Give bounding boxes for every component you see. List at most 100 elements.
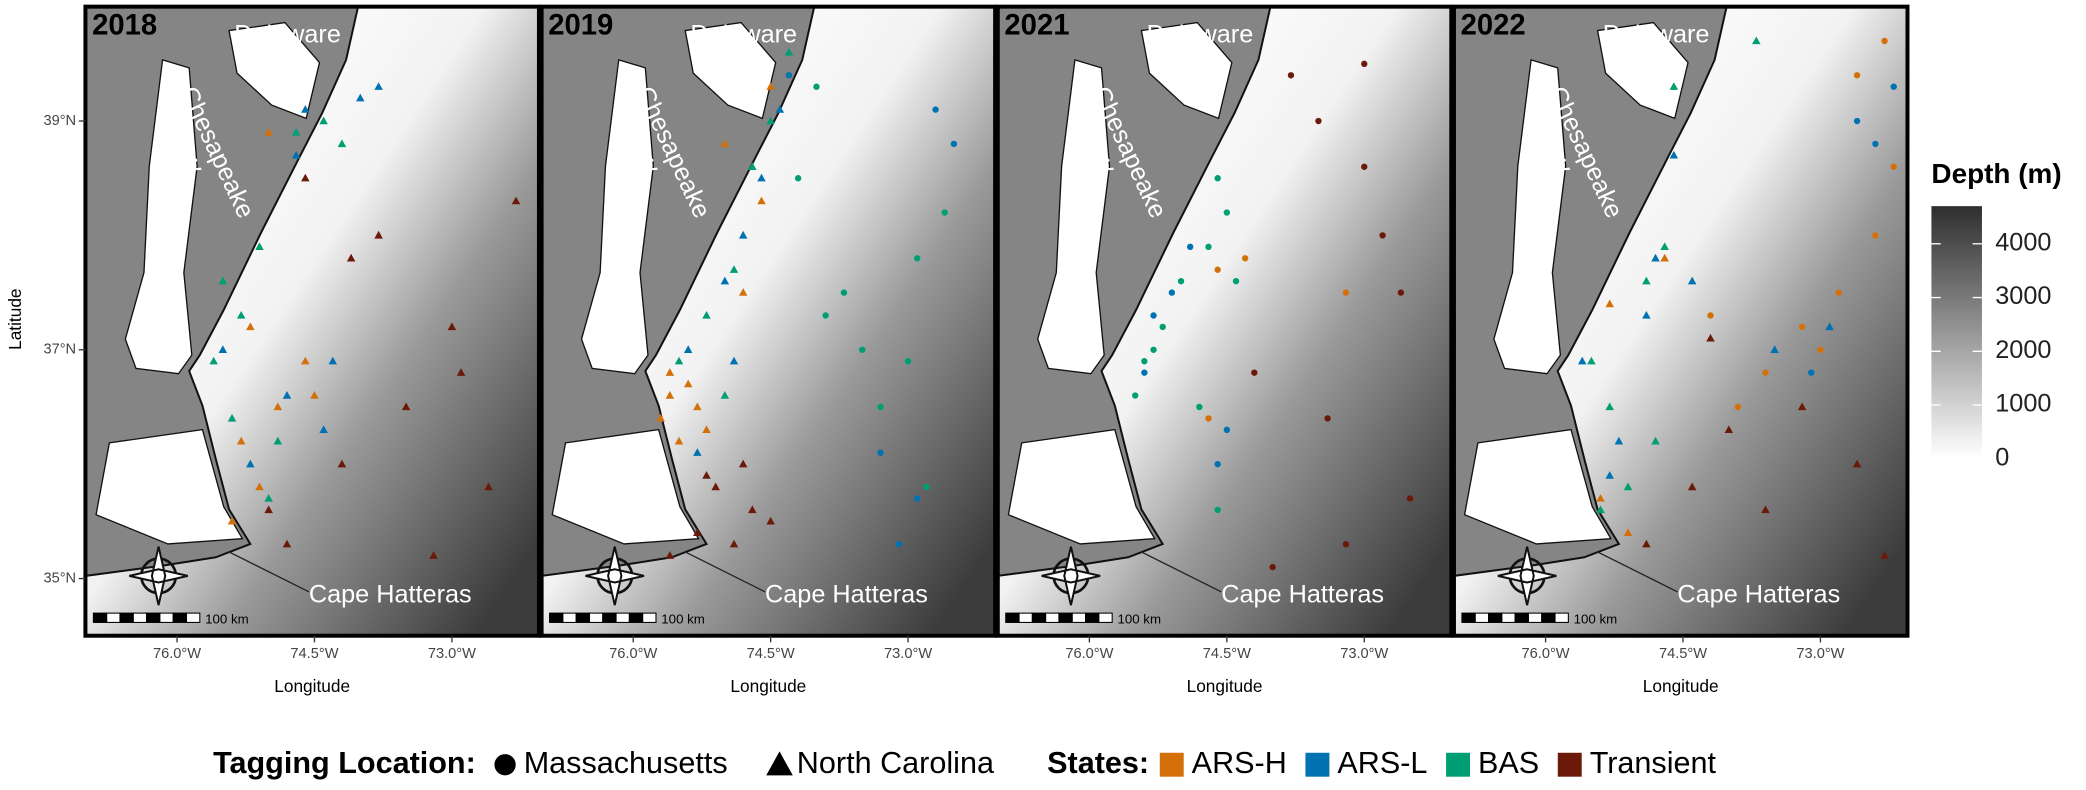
point [1687,276,1697,285]
point [1223,209,1231,216]
point [291,127,301,136]
point [1881,37,1888,45]
point [374,82,383,90]
scale-bar [1058,612,1073,623]
sound-water [95,428,244,545]
panel-border [83,4,541,638]
point [683,379,693,388]
point [859,346,866,353]
point [218,345,228,353]
point [1132,392,1139,399]
point [1186,243,1194,251]
point [1342,541,1350,548]
cape-label: Cape Hatteras [1677,580,1840,608]
legend-text: North Carolina [797,746,994,780]
delaware-water [684,21,777,120]
point [1406,495,1414,502]
point [1379,232,1386,239]
point [264,505,273,514]
point [877,449,884,456]
chesapeake-water [1036,58,1111,375]
point [729,539,739,548]
point [1890,83,1897,90]
point [337,139,347,148]
point [1835,289,1842,296]
point [484,482,493,491]
scale-bar [1085,612,1100,623]
point [301,356,310,365]
panel-title: 2018 [92,9,157,41]
delaware-water [1596,21,1689,120]
point [1660,253,1669,262]
point [1223,426,1231,434]
point [904,358,912,365]
point [282,391,292,399]
point [738,288,748,296]
point [328,356,338,365]
bay-label: Delaware [1147,21,1254,49]
bay-label: Bay [1178,54,1222,82]
point [255,242,264,251]
scale-bar [615,612,630,623]
point [693,528,702,536]
x-tick-label: 74.5°W [747,646,795,662]
scale-bar [1018,612,1033,623]
compass [585,546,645,606]
point [273,402,283,411]
legend-swatch [1159,752,1184,777]
point [1642,310,1651,319]
legend-marker [766,751,793,776]
legend-text: BAS [1478,746,1539,780]
point [1687,482,1697,491]
point [766,116,775,125]
point [1762,369,1769,376]
point [766,516,775,525]
point [1872,232,1879,239]
point [729,356,739,365]
panel-border [995,4,1454,638]
point [683,345,693,353]
cape-pointer [228,551,310,593]
point [674,436,684,445]
point [1852,459,1862,468]
scale-label: 100 km [1117,611,1161,626]
point [301,173,310,182]
point [1196,403,1203,411]
point [374,230,383,239]
point [1770,345,1779,353]
point [738,459,748,468]
point [1623,482,1633,491]
scale-bar [1045,612,1060,623]
point [1724,425,1734,434]
point [1232,277,1240,285]
cape-pointer [684,551,766,593]
colorbar-tick-label: 3000 [1995,282,2051,310]
point [738,230,748,239]
point [693,402,702,411]
point [794,175,802,182]
point [255,482,264,491]
x-tick-label: 74.5°W [1659,646,1707,662]
point [822,312,829,319]
point [914,495,921,502]
cape-pointer [1141,551,1222,593]
point [264,127,273,136]
compass [1497,546,1557,606]
point [785,72,793,79]
point [895,541,903,548]
legend-text: States: [1047,746,1149,780]
scale-bar [562,612,577,623]
scale-bar [1554,612,1569,623]
point [1159,323,1166,331]
point [757,173,766,182]
point [1214,175,1221,182]
scale-label: 100 km [205,611,249,626]
point [282,539,292,548]
legend-text: Massachusetts [524,746,728,780]
colorbar-tick-label: 4000 [1995,228,2051,256]
scale-bar [628,612,644,623]
scale-bar [549,612,564,623]
point [1707,312,1714,319]
